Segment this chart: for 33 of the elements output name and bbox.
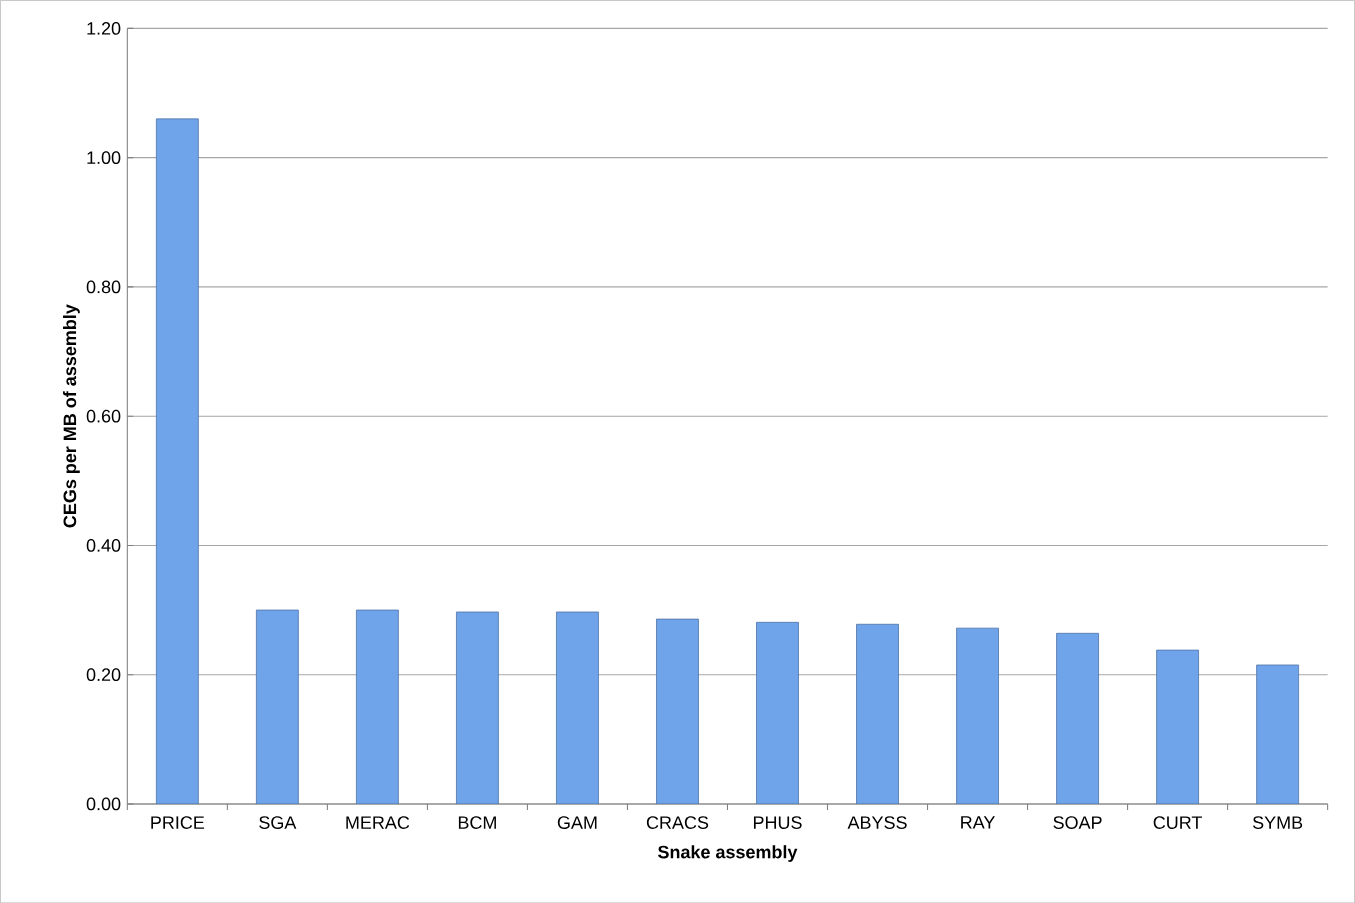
- y-tick-label: 0.40: [86, 538, 121, 552]
- x-tick-label: MERAC: [346, 816, 410, 829]
- bar: [556, 611, 599, 804]
- x-tick-label: BCM: [458, 816, 496, 829]
- bar: [956, 627, 999, 804]
- bar: [856, 623, 899, 804]
- bar: [155, 118, 199, 804]
- x-tick-label: PHUS: [753, 816, 802, 829]
- bar: [656, 618, 699, 804]
- x-tick-label: CURT: [1153, 816, 1202, 829]
- x-tick-label: SYMB: [1252, 816, 1303, 829]
- bar: [255, 609, 299, 804]
- x-tick-label: ABYSS: [847, 816, 907, 829]
- x-tick-label: PRICE: [151, 816, 205, 829]
- x-tick-label: SOAP: [1053, 816, 1102, 829]
- y-tick-label: 0.00: [86, 797, 121, 811]
- x-tick-label: SGA: [259, 816, 297, 829]
- bar: [456, 611, 499, 804]
- y-tick-label: 0.60: [86, 409, 121, 423]
- bar: [1056, 632, 1099, 804]
- x-axis-title: Snake assembly: [658, 845, 798, 862]
- x-tick-label: CRACS: [646, 816, 709, 829]
- x-tick-label: RAY: [961, 816, 995, 829]
- y-axis-title: CEGs per MB of assembly: [63, 304, 80, 528]
- bar: [356, 609, 399, 804]
- bar: [1156, 649, 1199, 804]
- x-tick-label: GAM: [557, 816, 597, 829]
- bar: [756, 621, 799, 804]
- bar: [1256, 664, 1299, 804]
- y-tick-label: 1.20: [87, 21, 121, 35]
- y-tick-label: 1.00: [87, 151, 121, 164]
- y-tick-label: 0.20: [86, 668, 121, 681]
- y-tick-label: 0.80: [86, 280, 121, 294]
